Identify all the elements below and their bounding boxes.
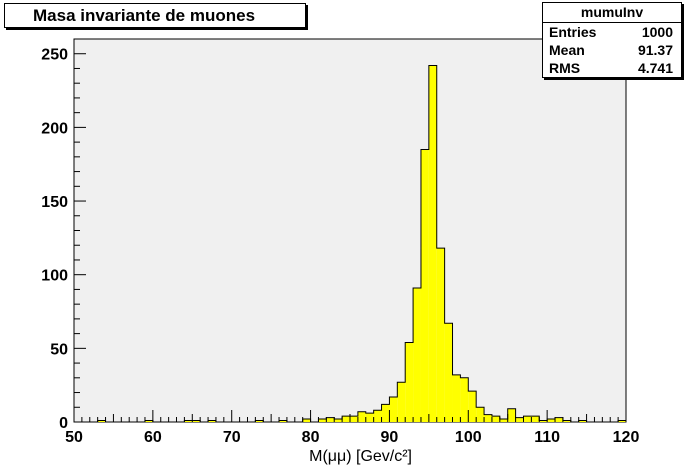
- histogram-bar: [326, 417, 335, 422]
- stats-box: mumuInv Entries 1000 Mean 91.37 RMS 4.74…: [542, 2, 682, 78]
- histogram-bar: [547, 419, 556, 422]
- chart-title: Masa invariante de muones: [4, 3, 306, 28]
- histogram-bar: [144, 420, 153, 422]
- histogram-bar: [318, 419, 327, 422]
- histogram-bar: [350, 416, 358, 422]
- histogram-bar: [460, 377, 469, 422]
- x-tick-label: 120: [613, 429, 640, 446]
- stats-value: 1000: [641, 24, 673, 40]
- histogram-bar: [523, 416, 532, 422]
- histogram-bar: [618, 420, 626, 422]
- histogram-bar: [436, 248, 445, 422]
- stats-value: 4.741: [637, 60, 673, 76]
- histogram-bar: [373, 410, 382, 422]
- histogram-bar: [405, 342, 414, 422]
- stats-value: 91.37: [637, 42, 673, 58]
- histogram-bar: [389, 396, 398, 422]
- histogram-bar: [397, 382, 406, 422]
- stats-label: RMS: [549, 60, 581, 76]
- histogram-bar: [468, 391, 477, 422]
- x-tick-label: 80: [302, 429, 320, 446]
- histogram-bar: [357, 411, 366, 422]
- histogram-bar: [515, 417, 524, 422]
- stats-label: Entries: [549, 24, 597, 40]
- x-tick-label: 90: [381, 429, 399, 446]
- stats-row-mean: Mean 91.37: [543, 41, 681, 59]
- x-tick-label: 100: [455, 429, 482, 446]
- histogram-bar: [255, 420, 264, 422]
- x-axis-label: M(μμ) [Gev/c²]: [309, 448, 412, 465]
- histogram-bar: [279, 420, 287, 422]
- plot-frame: [73, 38, 627, 423]
- histogram-bar: [413, 287, 421, 422]
- x-tick-label: 70: [223, 429, 241, 446]
- histogram-bar: [562, 420, 571, 422]
- stats-name: mumuInv: [543, 3, 681, 23]
- histogram-bar: [428, 65, 437, 422]
- stats-label: Mean: [549, 42, 585, 58]
- y-tick-label: 200: [41, 120, 68, 137]
- histogram-bar: [484, 414, 492, 422]
- histogram-bar: [342, 416, 350, 422]
- histogram-bar: [531, 416, 540, 422]
- x-tick-label: 60: [144, 429, 162, 446]
- histogram-bar: [539, 420, 548, 422]
- histogram-bar: [192, 420, 201, 422]
- chart-title-text: Masa invariante de muones: [33, 5, 256, 25]
- histogram-bar: [444, 323, 453, 422]
- histogram-bar: [381, 404, 390, 422]
- x-tick-label: 110: [534, 429, 560, 446]
- histogram-bars: [74, 65, 627, 423]
- histogram-bar: [491, 416, 500, 422]
- stats-row-rms: RMS 4.741: [543, 59, 681, 77]
- histogram-bar: [578, 420, 587, 422]
- y-tick-label: 250: [41, 47, 68, 64]
- y-tick-label: 150: [41, 194, 68, 211]
- histogram-bar: [476, 407, 485, 422]
- histogram-bar: [208, 420, 216, 422]
- histogram-bar: [184, 420, 193, 422]
- histogram-bar: [334, 419, 343, 422]
- stats-row-entries: Entries 1000: [543, 23, 681, 41]
- histogram-bar: [452, 374, 461, 422]
- y-tick-label: 100: [41, 268, 68, 285]
- histogram-bar: [365, 413, 374, 422]
- histogram-bar: [97, 420, 106, 422]
- x-tick-label: 50: [65, 429, 83, 446]
- histogram-bar: [499, 419, 508, 422]
- histogram-bar: [420, 149, 429, 422]
- histogram-bar: [302, 419, 311, 422]
- histogram-outline: [74, 65, 627, 423]
- y-tick-label: 0: [59, 415, 68, 432]
- y-tick-label: 50: [50, 341, 68, 358]
- histogram-bar: [555, 417, 563, 422]
- histogram-bar: [507, 408, 516, 422]
